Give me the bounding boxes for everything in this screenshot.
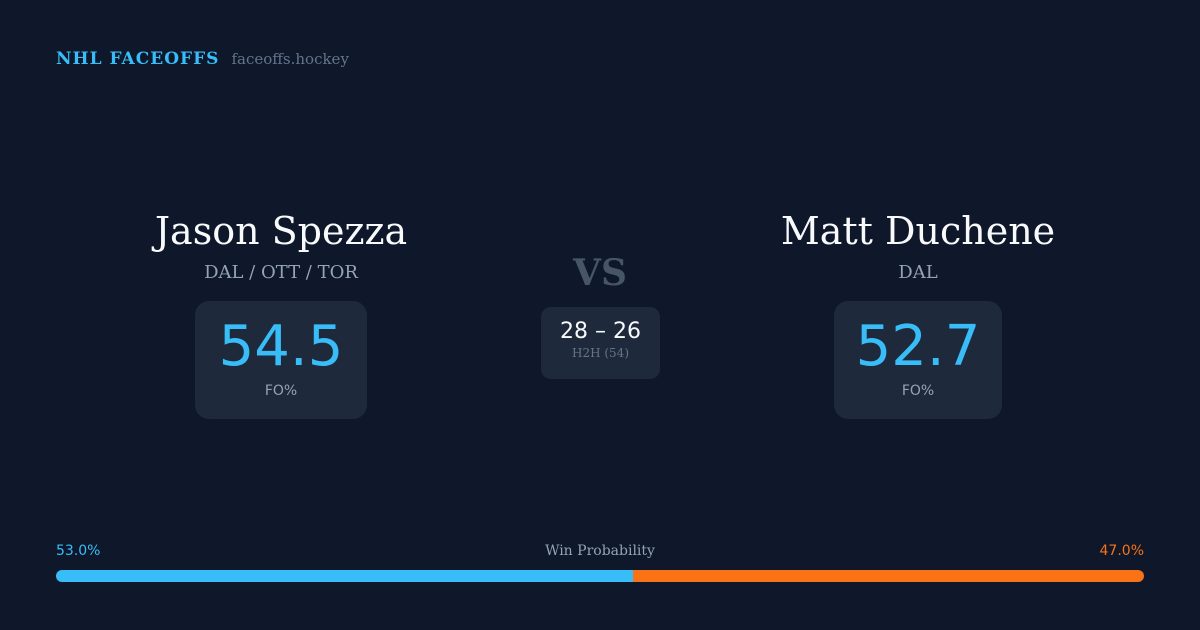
player-1-card: Jason Spezza DAL / OTT / TOR 54.5 FO% (81, 208, 481, 419)
win-probability-labels: 53.0% Win Probability 47.0% (56, 543, 1144, 559)
player-1-teams: DAL / OTT / TOR (204, 262, 358, 283)
brand-name: NHL FACEOFFS (56, 49, 220, 69)
player-1-name: Jason Spezza (154, 209, 408, 253)
player-2-card: Matt Duchene DAL 52.7 FO% (718, 208, 1118, 419)
player-2-stat-box: 52.7 FO% (834, 301, 1002, 419)
vs-label: VS (573, 252, 627, 294)
player-1-fo-pct: 54.5 (218, 314, 344, 379)
player-2-fo-label: FO% (901, 383, 935, 399)
player-2-name: Matt Duchene (780, 209, 1056, 253)
win-prob-bar-left (56, 570, 633, 582)
h2h-box: 28 – 26 H2H (54) (541, 307, 660, 379)
win-prob-title: Win Probability (545, 543, 655, 559)
brand: NHL FACEOFFS faceoffs.hockey (56, 49, 349, 69)
brand-url: faceoffs.hockey (231, 50, 349, 68)
player-1-stat-box: 54.5 FO% (195, 301, 367, 419)
player-1-fo-label: FO% (264, 383, 298, 399)
player-2-teams: DAL (898, 262, 938, 283)
h2h-label: H2H (54) (571, 346, 629, 360)
win-prob-bar-right (632, 570, 1144, 582)
player-2-fo-pct: 52.7 (855, 314, 981, 379)
win-prob-right: 47.0% (1099, 543, 1144, 559)
win-probability-bar (56, 570, 1144, 582)
h2h-score: 28 – 26 (560, 319, 641, 344)
win-prob-left: 53.0% (56, 543, 101, 559)
